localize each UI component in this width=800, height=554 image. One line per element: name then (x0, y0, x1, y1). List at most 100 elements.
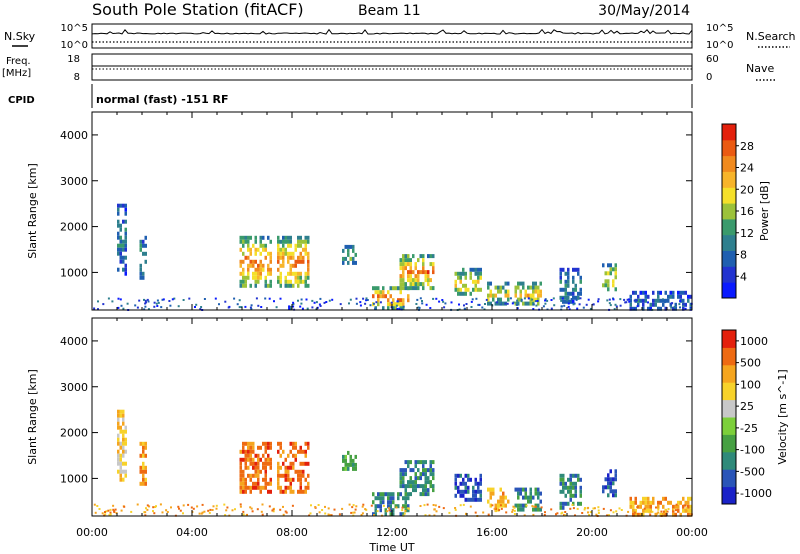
scatter-cell (424, 514, 427, 517)
echo-cell-0 (119, 465, 122, 470)
echo-cell-10 (569, 497, 572, 502)
echo-cell-2 (257, 247, 260, 252)
echo-cell-5 (399, 298, 402, 303)
echo-cell-0 (122, 409, 125, 414)
scatter-cell (271, 509, 274, 512)
x-tick-label: 00:00 (76, 526, 108, 539)
echo-cell-3 (304, 239, 307, 244)
scatter-cell (146, 508, 149, 511)
scatter-cell (166, 511, 169, 513)
echo-cell-3 (289, 267, 292, 272)
scatter-cell (382, 504, 385, 507)
echo-cell-6 (414, 484, 417, 489)
scatter-cell (136, 503, 139, 506)
echo-cell-8 (492, 491, 495, 496)
echo-cell-3 (299, 449, 302, 454)
nsearch-tick-top: 10^5 (706, 23, 733, 34)
echo-cell-5 (402, 302, 405, 307)
echo-cell-8 (504, 503, 507, 508)
scatter-cell (97, 308, 99, 311)
echo-cell-3 (299, 445, 302, 450)
scatter-cell (550, 299, 553, 301)
echo-cell-10 (577, 271, 580, 276)
scatter-cell (682, 303, 685, 306)
scatter-cell (105, 510, 108, 513)
scatter-cell (313, 301, 316, 304)
scatter-cell (401, 506, 404, 509)
echo-cell-12 (687, 496, 690, 501)
scatter-cell (673, 306, 676, 308)
echo-cell-12 (629, 496, 632, 501)
echo-cell-9 (537, 495, 540, 500)
scatter-cell (649, 508, 652, 511)
echo-cell-3 (282, 247, 285, 252)
scatter-cell (364, 302, 367, 305)
echo-cell-2 (247, 449, 250, 454)
echo-cell-3 (304, 247, 307, 252)
echo-cell-5 (379, 500, 382, 505)
echo-cell-7 (472, 493, 475, 498)
echo-cell-2 (242, 251, 245, 256)
scatter-cell (459, 504, 462, 507)
echo-cell-3 (299, 259, 302, 264)
scatter-cell (597, 298, 600, 301)
colorbar-segment (722, 266, 736, 283)
echo-cell-2 (249, 445, 252, 450)
echo-cell-3 (282, 239, 285, 244)
echo-cell-3 (289, 255, 292, 260)
echo-cell-3 (294, 247, 297, 252)
echo-cell-4 (347, 260, 350, 265)
echo-cell-2 (242, 485, 245, 490)
echo-cell-6 (419, 460, 422, 465)
echo-cell-2 (239, 239, 242, 244)
echo-cell-12 (664, 512, 667, 517)
echo-cell-12 (639, 298, 642, 303)
echo-cell-8 (489, 289, 492, 294)
echo-cell-3 (277, 279, 280, 284)
echo-cell-11 (612, 477, 615, 482)
echo-cell-9 (514, 503, 517, 508)
scatter-cell (112, 508, 115, 511)
echo-cell-9 (529, 297, 532, 302)
scatter-cell (662, 510, 665, 513)
scatter-cell (291, 504, 294, 507)
echo-cell-12 (657, 298, 660, 303)
scatter-cell (520, 298, 523, 301)
echo-cell-12 (649, 302, 652, 307)
scatter-cell (498, 509, 501, 512)
echo-cell-3 (299, 255, 302, 260)
scatter-cell (504, 302, 507, 305)
scatter-cell (418, 306, 421, 309)
echo-cell-2 (267, 457, 270, 462)
echo-cell-12 (629, 306, 632, 311)
scatter-cell (145, 507, 147, 510)
echo-cell-3 (307, 283, 310, 288)
echo-cell-2 (244, 485, 247, 490)
echo-cell-0 (117, 267, 120, 272)
y-tick-label: 4000 (60, 335, 88, 348)
echo-cell-10 (559, 489, 562, 494)
scatter-cell (575, 298, 578, 301)
echo-cell-2 (242, 477, 245, 482)
echo-cell-4 (354, 454, 357, 459)
echo-cell-6 (417, 484, 420, 489)
echo-cell-7 (469, 291, 472, 296)
scatter-cell (231, 509, 234, 512)
echo-cell-3 (282, 473, 285, 478)
echo-cell-2 (242, 441, 245, 446)
echo-cell-12 (662, 496, 665, 501)
echo-cell-6 (424, 274, 427, 279)
echo-cell-2 (264, 477, 267, 482)
scatter-cell (144, 302, 147, 305)
echo-cell-6 (399, 278, 402, 283)
echo-cell-2 (259, 485, 262, 490)
echo-cell-3 (294, 453, 297, 458)
echo-cell-6 (412, 488, 415, 493)
echo-cell-7 (457, 275, 460, 280)
echo-cell-3 (292, 251, 295, 256)
echo-cell-3 (307, 259, 310, 264)
echo-cell-9 (532, 289, 535, 294)
echo-cell-4 (347, 450, 350, 455)
echo-cell-9 (537, 297, 540, 302)
echo-cell-3 (277, 477, 280, 482)
